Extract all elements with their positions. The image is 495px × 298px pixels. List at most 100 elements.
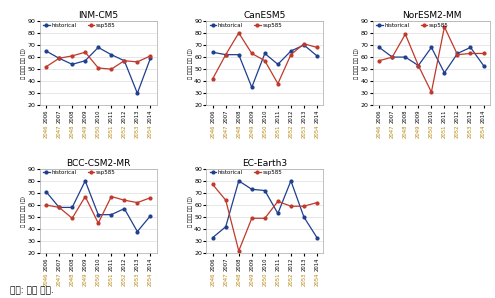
ssp585 — [390, 55, 396, 59]
ssp585 — [56, 57, 62, 60]
historical — [249, 187, 255, 191]
Line: ssp585: ssp585 — [211, 183, 318, 252]
ssp585 — [223, 198, 229, 202]
historical — [288, 49, 294, 53]
ssp585 — [288, 204, 294, 208]
historical — [95, 46, 101, 49]
Line: ssp585: ssp585 — [45, 51, 152, 71]
historical — [275, 212, 281, 215]
historical — [402, 55, 408, 59]
Y-axis label: 연 고농도 일수 (일): 연 고농도 일수 (일) — [188, 48, 193, 79]
ssp585 — [210, 183, 216, 186]
Legend: historical, ssp585: historical, ssp585 — [209, 22, 283, 28]
ssp585 — [236, 249, 242, 253]
historical — [262, 189, 268, 192]
ssp585 — [121, 198, 127, 202]
historical — [314, 54, 320, 58]
ssp585 — [481, 52, 487, 55]
ssp585 — [402, 32, 408, 36]
historical — [236, 53, 242, 56]
historical — [134, 91, 140, 95]
Title: INM-CM5: INM-CM5 — [78, 11, 118, 20]
historical — [108, 213, 114, 216]
ssp585 — [43, 203, 49, 207]
ssp585 — [134, 60, 140, 64]
ssp585 — [236, 31, 242, 35]
historical — [415, 64, 421, 67]
ssp585 — [82, 195, 88, 198]
ssp585 — [108, 67, 114, 71]
historical — [236, 179, 242, 183]
Y-axis label: 연 고농도 일수 (일): 연 고농도 일수 (일) — [21, 195, 26, 226]
ssp585 — [148, 54, 153, 58]
Title: NorESM2-MM: NorESM2-MM — [401, 11, 461, 20]
Y-axis label: 연 고농도 일수 (일): 연 고농도 일수 (일) — [354, 48, 359, 79]
Line: ssp585: ssp585 — [211, 32, 318, 85]
ssp585 — [108, 195, 114, 198]
historical — [95, 213, 101, 216]
ssp585 — [121, 59, 127, 63]
historical — [288, 179, 294, 183]
historical — [82, 59, 88, 63]
historical — [429, 46, 435, 49]
Title: EC-Earth3: EC-Earth3 — [242, 159, 288, 168]
historical — [148, 214, 153, 218]
historical — [454, 52, 460, 55]
ssp585 — [429, 90, 435, 94]
Title: BCC-CSM2-MR: BCC-CSM2-MR — [66, 159, 131, 168]
Text: 자료: 저자 작성.: 자료: 저자 작성. — [10, 286, 53, 295]
historical — [314, 236, 320, 239]
Line: historical: historical — [45, 46, 152, 95]
historical — [69, 206, 75, 209]
historical — [210, 50, 216, 54]
ssp585 — [415, 64, 421, 67]
Legend: historical, ssp585: historical, ssp585 — [209, 170, 283, 176]
historical — [390, 55, 396, 59]
historical — [301, 43, 307, 47]
Line: ssp585: ssp585 — [378, 26, 485, 94]
historical — [249, 86, 255, 89]
ssp585 — [288, 53, 294, 56]
historical — [134, 230, 140, 233]
Line: historical: historical — [378, 46, 485, 74]
Y-axis label: 연 고농도 일수 (일): 연 고농도 일수 (일) — [21, 48, 26, 79]
ssp585 — [43, 65, 49, 69]
ssp585 — [69, 216, 75, 220]
ssp585 — [442, 25, 447, 29]
historical — [442, 71, 447, 74]
Line: ssp585: ssp585 — [45, 195, 152, 224]
ssp585 — [249, 216, 255, 220]
Y-axis label: 연 고농도 일수 (일): 연 고농도 일수 (일) — [188, 195, 193, 226]
ssp585 — [148, 196, 153, 200]
ssp585 — [275, 82, 281, 86]
historical — [210, 236, 216, 239]
Title: CanESM5: CanESM5 — [244, 11, 286, 20]
ssp585 — [376, 59, 382, 63]
ssp585 — [314, 201, 320, 204]
historical — [148, 57, 153, 60]
Line: historical: historical — [45, 179, 152, 233]
historical — [223, 53, 229, 56]
ssp585 — [95, 221, 101, 225]
historical — [108, 53, 114, 56]
ssp585 — [314, 46, 320, 49]
historical — [56, 57, 62, 60]
ssp585 — [134, 201, 140, 204]
ssp585 — [210, 77, 216, 80]
ssp585 — [262, 216, 268, 220]
ssp585 — [468, 52, 474, 55]
ssp585 — [56, 206, 62, 209]
historical — [69, 63, 75, 66]
historical — [481, 64, 487, 67]
historical — [121, 59, 127, 63]
Legend: historical, ssp585: historical, ssp585 — [43, 22, 116, 28]
historical — [275, 63, 281, 66]
Line: historical: historical — [211, 44, 318, 89]
ssp585 — [454, 53, 460, 56]
historical — [56, 206, 62, 209]
Legend: historical, ssp585: historical, ssp585 — [376, 22, 449, 28]
ssp585 — [223, 53, 229, 56]
historical — [468, 46, 474, 49]
historical — [43, 49, 49, 53]
ssp585 — [95, 66, 101, 70]
